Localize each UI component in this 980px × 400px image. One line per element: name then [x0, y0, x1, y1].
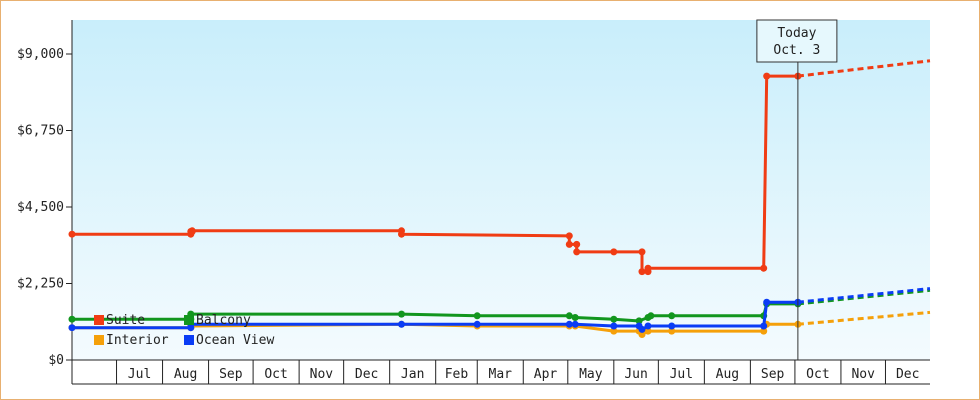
- x-tick-label: Sep: [219, 367, 243, 382]
- y-tick-label: $0: [48, 353, 64, 368]
- data-point: [398, 320, 405, 328]
- data-point: [638, 268, 646, 276]
- x-tick-label: Jan: [401, 367, 424, 382]
- data-point: [68, 324, 76, 332]
- x-tick-label: Feb: [445, 367, 469, 382]
- series-forecast-line: [797, 287, 931, 304]
- x-tick-label: Oct: [806, 367, 829, 382]
- data-point: [647, 312, 655, 320]
- x-axis: Jul Aug Sep Oct Nov Dec Jan Feb Mar Apr May Jun Jul A…: [72, 359, 930, 385]
- x-tick-label: Aug: [174, 367, 197, 382]
- data-point: [68, 230, 76, 238]
- x-tick-label: Sep: [761, 367, 785, 382]
- legend-label: Interior: [106, 333, 169, 348]
- x-tick-label: Dec: [896, 367, 919, 382]
- x-tick-label: May: [579, 367, 603, 382]
- data-point: [635, 317, 643, 325]
- data-point: [565, 232, 573, 240]
- data-point: [473, 320, 481, 328]
- today-marker: Today Oct. 3: [756, 19, 838, 360]
- data-point: [565, 312, 573, 320]
- data-point: [644, 322, 652, 330]
- data-point: [188, 227, 196, 235]
- data-point: [565, 240, 573, 248]
- data-point: [565, 320, 573, 328]
- series-forecast-line: [797, 59, 931, 78]
- data-point: [571, 314, 579, 321]
- data-point: [398, 230, 405, 238]
- legend-label: Balcony: [196, 313, 251, 328]
- data-point: [668, 312, 676, 320]
- plot-area: [72, 20, 930, 360]
- legend-swatch: [184, 315, 194, 325]
- data-point: [668, 327, 676, 335]
- today-label: Today: [777, 26, 816, 41]
- y-axis: $0 $2,250 $4,500 $6,750 $9,000: [17, 20, 73, 384]
- legend-label: Suite: [106, 313, 145, 328]
- data-point: [610, 315, 618, 323]
- data-point: [638, 325, 646, 333]
- x-tick-label: Nov: [851, 367, 875, 382]
- data-point: [610, 327, 618, 335]
- data-point: [573, 240, 581, 248]
- y-tick-label: $4,500: [17, 200, 64, 215]
- x-tick-label: Jul: [670, 367, 693, 382]
- x-tick-label: Aug: [716, 367, 739, 382]
- legend-swatch: [94, 315, 104, 325]
- data-point: [644, 327, 652, 335]
- data-point: [398, 310, 405, 318]
- data-point: [68, 315, 76, 323]
- data-point: [668, 322, 676, 330]
- today-callout-box: [756, 19, 838, 63]
- y-tick-label: $6,750: [17, 124, 64, 139]
- data-point: [638, 248, 646, 256]
- data-point: [763, 298, 771, 306]
- x-tick-label: Jul: [128, 367, 151, 382]
- today-date-label: Oct. 3: [773, 43, 820, 58]
- x-tick-label: Dec: [355, 367, 378, 382]
- legend-swatch: [94, 335, 104, 345]
- y-tick-label: $2,250: [17, 277, 64, 292]
- legend-swatch: [184, 335, 194, 345]
- legend-label: Ocean View: [196, 333, 274, 348]
- legend: Suite Balcony Interior Ocean View: [94, 313, 274, 348]
- series-forecast-line: [797, 288, 931, 306]
- x-tick-label: Nov: [310, 367, 334, 382]
- x-tick-label: Mar: [489, 367, 513, 382]
- data-point: [760, 322, 768, 330]
- series-forecast-line: [797, 310, 931, 326]
- data-point: [638, 331, 646, 338]
- data-point: [760, 327, 768, 335]
- data-point: [644, 264, 652, 272]
- x-tick-label: Jun: [624, 367, 647, 382]
- y-tick-label: $9,000: [17, 47, 64, 62]
- data-point: [571, 320, 579, 328]
- data-point: [760, 264, 768, 272]
- data-point: [573, 248, 581, 256]
- x-tick-label: Oct: [264, 367, 287, 382]
- data-point: [473, 312, 481, 320]
- data-point: [610, 248, 618, 256]
- data-point: [763, 72, 771, 80]
- data-point: [610, 322, 618, 330]
- x-tick-label: Apr: [534, 367, 558, 382]
